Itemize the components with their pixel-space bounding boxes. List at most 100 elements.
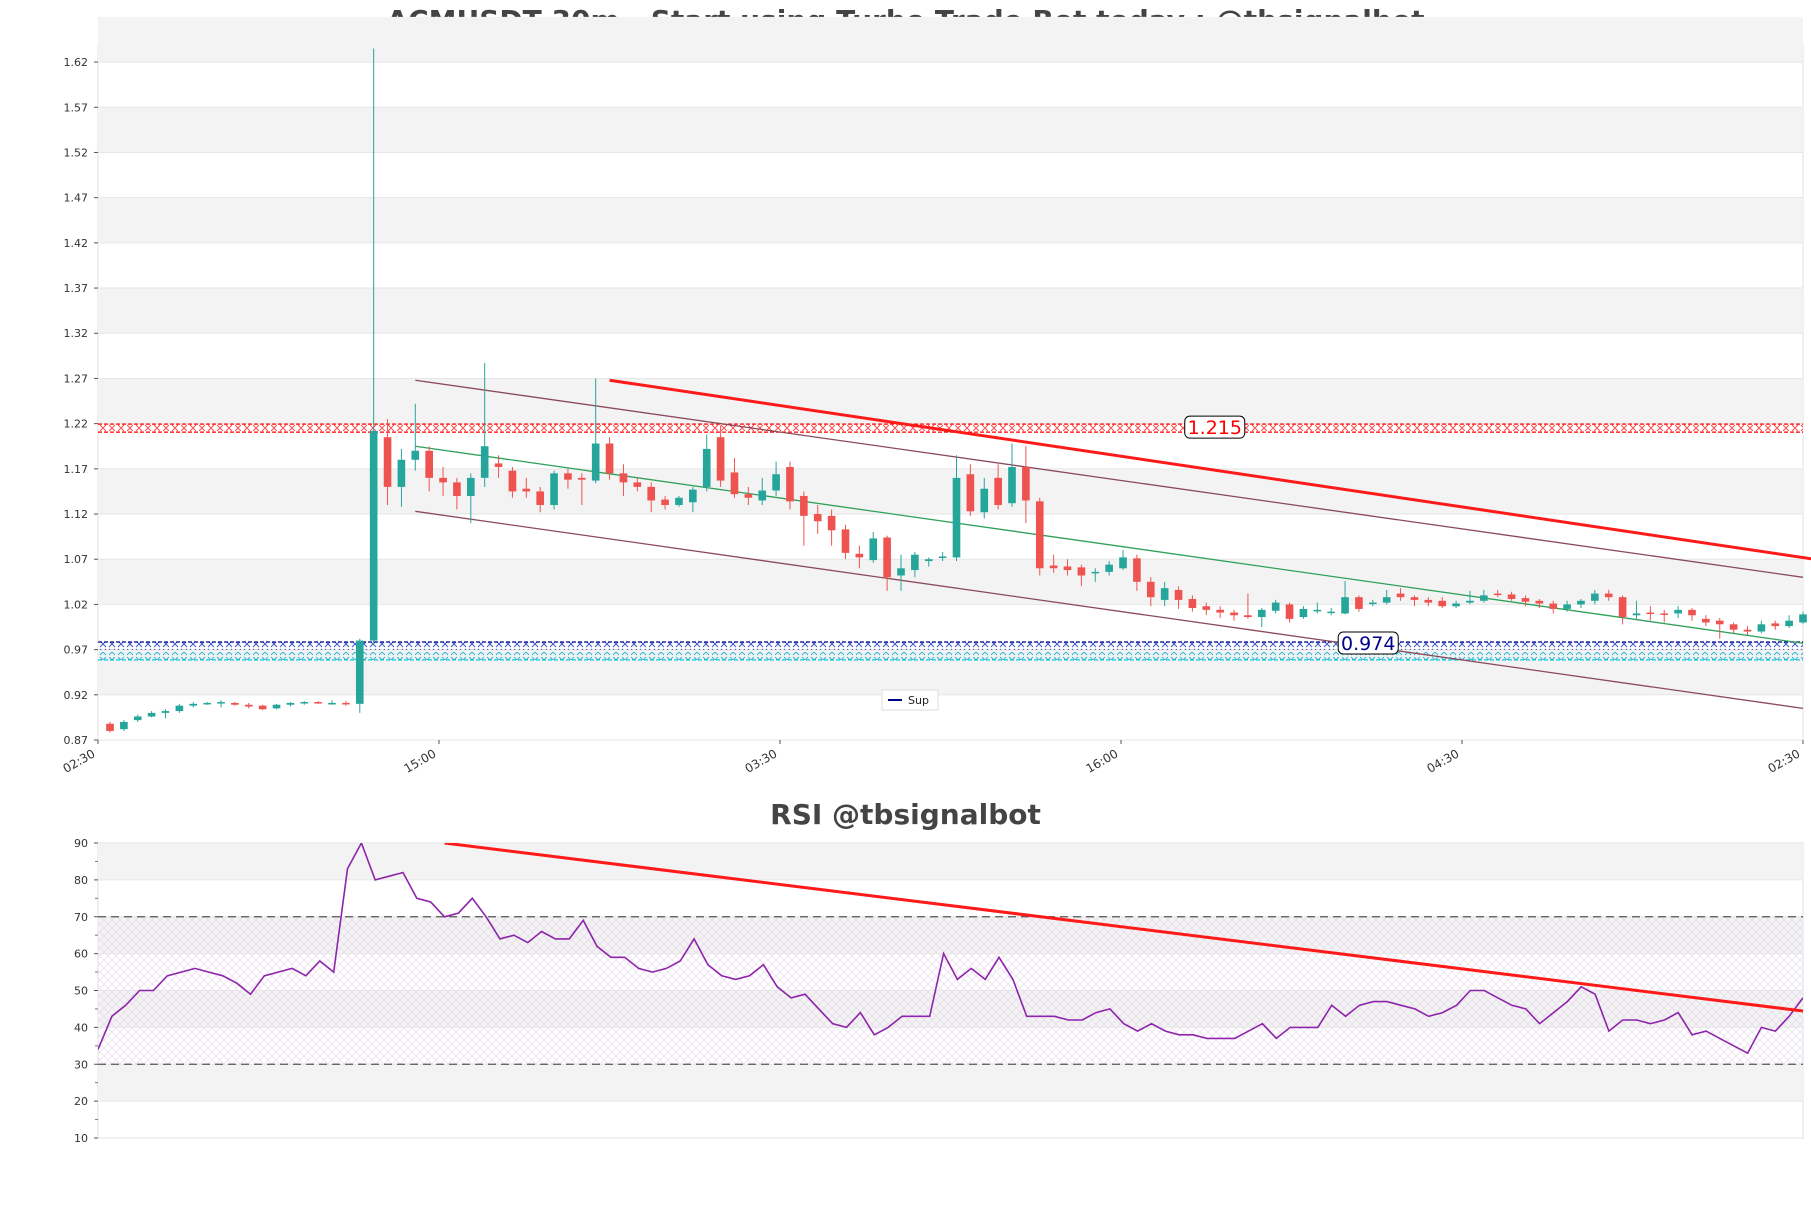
rsi-y-tick-label: 80 bbox=[74, 874, 88, 887]
support-label: 0.974 bbox=[1341, 633, 1395, 655]
candle-body bbox=[1285, 604, 1294, 619]
candle-body bbox=[1230, 612, 1238, 616]
candle-body bbox=[1077, 567, 1086, 576]
x-tick-label: 02:30 bbox=[1766, 746, 1803, 775]
candle-body bbox=[1757, 624, 1766, 632]
x-tick-label: 03:30 bbox=[743, 746, 780, 775]
candle-body bbox=[1202, 606, 1211, 610]
grid-band bbox=[98, 16, 1803, 63]
support-zone-secondary bbox=[98, 651, 1803, 660]
candle-body bbox=[508, 470, 517, 492]
candle-body bbox=[1466, 600, 1474, 603]
channel-lower bbox=[415, 510, 1804, 710]
candle-body bbox=[369, 430, 378, 641]
candle-body bbox=[1063, 566, 1072, 571]
rsi-line bbox=[98, 843, 1803, 1055]
rsi-y-tick-label: 90 bbox=[74, 837, 88, 850]
channel-mid bbox=[415, 445, 1804, 644]
x-tick-label: 16:00 bbox=[1084, 746, 1121, 775]
candle-body bbox=[1799, 614, 1807, 623]
candle-body bbox=[550, 473, 558, 505]
candle-body bbox=[800, 495, 808, 516]
candle-body bbox=[1480, 595, 1488, 601]
y-tick-label: 1.22 bbox=[64, 418, 89, 431]
candle-body bbox=[1660, 613, 1669, 615]
candle-body bbox=[1577, 600, 1585, 605]
candle-body bbox=[286, 702, 295, 705]
candle-body bbox=[966, 474, 975, 512]
candle-body bbox=[147, 712, 156, 717]
candle-body bbox=[716, 437, 725, 481]
y-tick-label: 1.37 bbox=[64, 282, 89, 295]
y-tick-label: 0.87 bbox=[64, 734, 89, 747]
candle-body bbox=[161, 711, 170, 713]
candle-body bbox=[730, 472, 739, 495]
x-tick-label: 15:00 bbox=[402, 746, 439, 775]
candle-body bbox=[425, 450, 433, 478]
candle-body bbox=[578, 477, 586, 480]
candle-body bbox=[120, 721, 128, 730]
candle-body bbox=[1729, 624, 1738, 630]
candle-body bbox=[869, 538, 878, 561]
candle-body bbox=[1507, 594, 1516, 599]
candle-body bbox=[1715, 620, 1724, 625]
candle-body bbox=[952, 477, 961, 558]
grid-band bbox=[98, 288, 1803, 334]
candle-body bbox=[1452, 603, 1460, 607]
support-zone bbox=[98, 641, 1803, 650]
y-tick-label: 1.17 bbox=[64, 463, 89, 476]
y-tick-label: 1.47 bbox=[64, 192, 89, 205]
candle-body bbox=[1438, 600, 1447, 607]
candle-body bbox=[189, 703, 198, 706]
candle-body bbox=[841, 529, 850, 553]
resistance-zone bbox=[98, 424, 1803, 433]
candle-body bbox=[314, 702, 322, 704]
candle-body bbox=[1244, 615, 1252, 618]
candle-body bbox=[1632, 613, 1641, 616]
candle-body bbox=[1257, 609, 1266, 618]
candle-body bbox=[328, 702, 336, 705]
candle-body bbox=[661, 499, 669, 505]
candle-body bbox=[300, 702, 309, 704]
candle-body bbox=[786, 467, 794, 502]
candle-body bbox=[564, 473, 572, 480]
candle-body bbox=[1674, 609, 1682, 614]
candle-body bbox=[1604, 593, 1613, 598]
candle-body bbox=[1035, 501, 1044, 569]
candle-body bbox=[258, 705, 267, 710]
rsi-y-tick-label: 50 bbox=[74, 985, 88, 998]
candle-body bbox=[175, 705, 184, 712]
candle-body bbox=[1382, 597, 1391, 603]
candle-body bbox=[619, 473, 628, 483]
grid-band bbox=[98, 559, 1803, 605]
candle-body bbox=[1022, 467, 1030, 501]
candle-body bbox=[1299, 608, 1308, 618]
candle-body bbox=[1396, 593, 1405, 598]
candle-body bbox=[1591, 593, 1599, 601]
candle-body bbox=[480, 446, 489, 478]
y-tick-label: 1.12 bbox=[64, 508, 89, 521]
y-tick-label: 1.27 bbox=[64, 372, 89, 385]
candle-body bbox=[1368, 602, 1377, 605]
candle-body bbox=[827, 515, 836, 531]
rsi-y-tick-label: 40 bbox=[74, 1021, 88, 1034]
candle-body bbox=[1702, 618, 1710, 623]
candle-body bbox=[897, 568, 905, 576]
y-tick-label: 0.92 bbox=[64, 689, 89, 702]
candle-body bbox=[383, 437, 392, 487]
candle-body bbox=[494, 463, 503, 468]
candle-body bbox=[217, 702, 225, 704]
channel-upper bbox=[415, 379, 1804, 578]
candle-body bbox=[1133, 558, 1141, 582]
candle-body bbox=[1355, 597, 1363, 609]
grid-band bbox=[98, 378, 1803, 424]
candle-body bbox=[1146, 581, 1155, 598]
candle-body bbox=[1271, 602, 1280, 611]
support-label-box bbox=[1337, 631, 1399, 655]
candle-body bbox=[1313, 609, 1322, 612]
candle-body bbox=[397, 459, 406, 487]
candle-body bbox=[938, 556, 947, 559]
candle-body bbox=[813, 514, 822, 522]
rsi-grid-band bbox=[98, 1064, 1803, 1102]
